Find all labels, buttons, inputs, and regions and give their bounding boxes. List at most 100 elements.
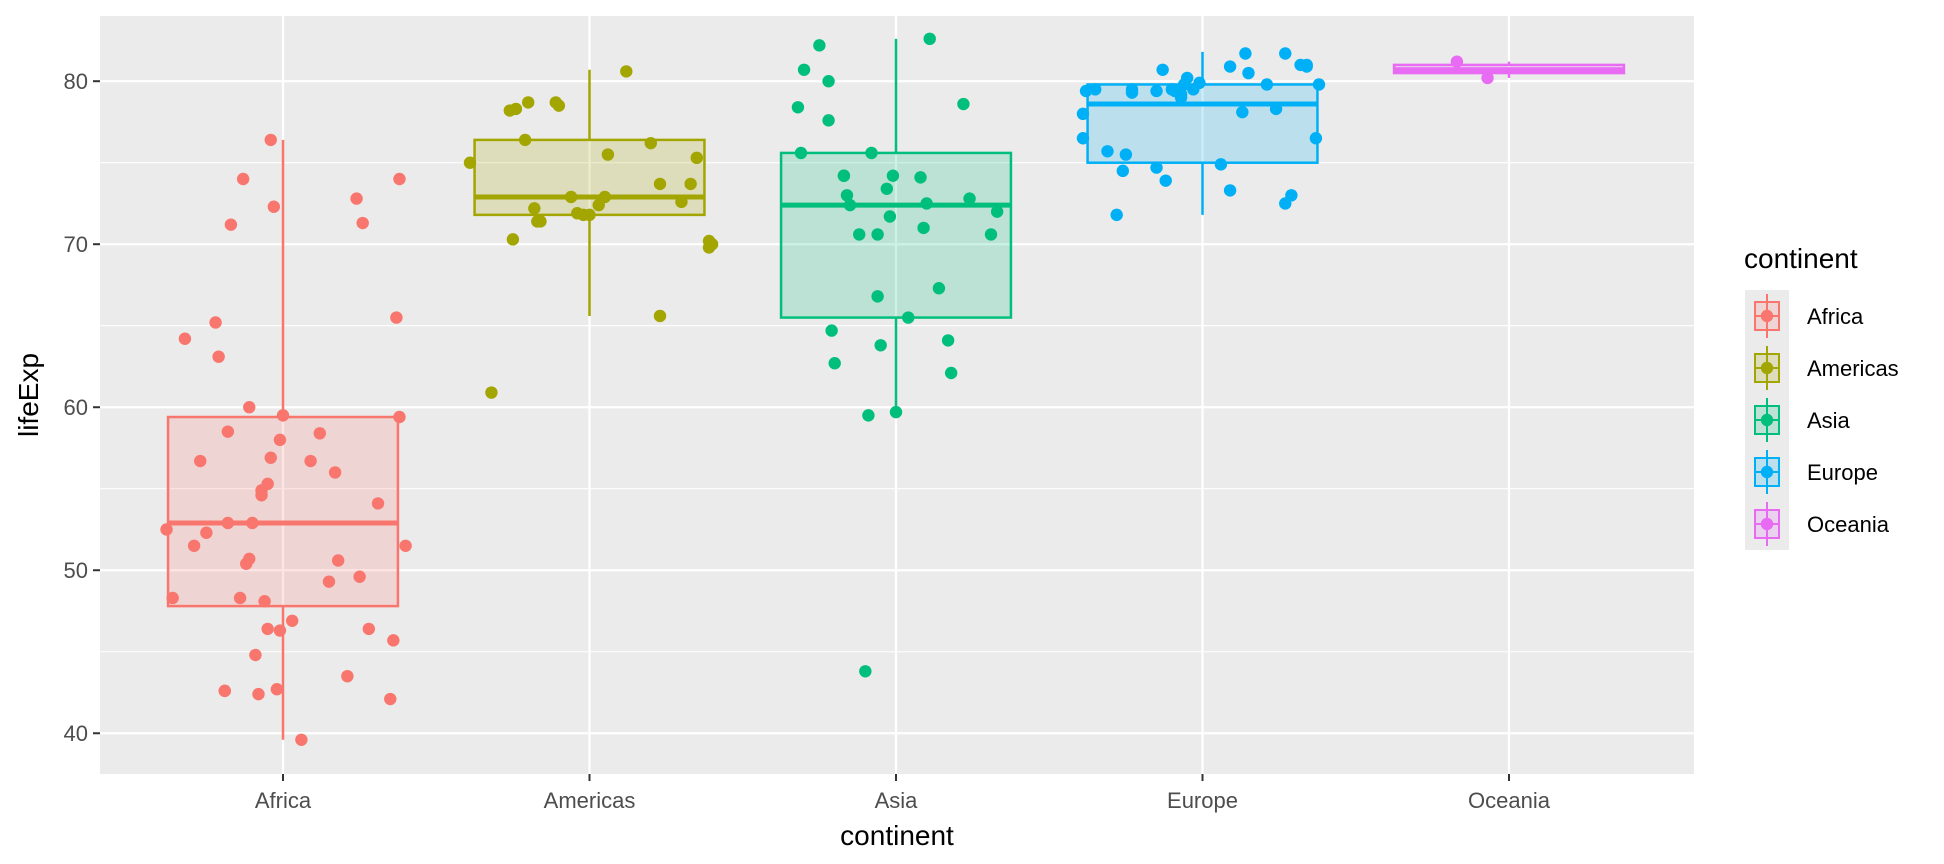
data-point — [1260, 78, 1274, 91]
data-point — [941, 334, 955, 347]
data-point — [1076, 132, 1090, 145]
data-point — [1089, 83, 1102, 96]
data-point — [1239, 47, 1252, 60]
data-point — [1116, 164, 1130, 178]
data-point — [1150, 84, 1163, 98]
data-point — [797, 63, 811, 76]
y-axis: 40 50 60 70 80 — [64, 69, 100, 746]
data-point — [209, 316, 222, 329]
data-point — [243, 401, 256, 414]
data-point — [387, 634, 400, 647]
data-point — [984, 228, 998, 241]
y-tick-label: 50 — [64, 558, 88, 583]
data-point — [653, 177, 667, 191]
data-point — [889, 405, 903, 419]
data-point — [552, 99, 566, 112]
data-point — [886, 169, 900, 182]
data-point — [534, 215, 547, 228]
data-point — [1450, 55, 1464, 68]
data-point — [791, 101, 805, 114]
data-point — [944, 366, 958, 380]
data-point — [653, 309, 667, 323]
data-point — [1076, 107, 1090, 121]
data-point — [246, 516, 259, 530]
legend: continent Africa Americas Asia Europe Oceani… — [1744, 243, 1899, 550]
data-point — [224, 218, 238, 231]
x-tick-label: Europe — [1167, 788, 1238, 813]
data-point — [264, 133, 277, 147]
data-point — [1125, 83, 1139, 96]
data-point — [1079, 84, 1093, 98]
data-point — [1481, 71, 1494, 85]
data-point — [252, 687, 265, 701]
data-point — [267, 200, 281, 213]
data-point — [328, 466, 342, 479]
data-point — [384, 692, 397, 706]
data-point — [221, 516, 235, 530]
data-point — [1285, 189, 1298, 202]
data-point — [620, 65, 633, 78]
data-point — [813, 39, 826, 52]
data-point — [166, 591, 179, 605]
data-point — [341, 669, 354, 683]
data-point — [509, 102, 523, 116]
data-point — [243, 552, 256, 566]
data-point — [914, 171, 927, 184]
data-point — [200, 526, 213, 539]
data-point — [601, 148, 615, 161]
data-point — [178, 332, 192, 345]
data-point — [1269, 102, 1283, 116]
data-point — [273, 624, 287, 637]
data-point — [1312, 78, 1326, 91]
data-point — [1242, 66, 1255, 80]
data-point — [528, 202, 541, 215]
data-point — [160, 523, 173, 536]
y-tick-label: 40 — [64, 721, 88, 746]
data-point — [212, 350, 225, 363]
data-point — [990, 205, 1004, 218]
data-point — [1101, 145, 1114, 158]
data-point — [258, 595, 271, 608]
data-point — [920, 197, 933, 210]
data-point — [353, 570, 366, 583]
data-point — [362, 622, 376, 636]
data-point — [902, 311, 915, 324]
data-point — [675, 195, 688, 209]
data-point — [1110, 208, 1123, 222]
data-point — [1223, 60, 1237, 73]
data-point — [862, 409, 875, 422]
data-point — [187, 539, 201, 552]
data-point — [871, 290, 884, 303]
data-point — [917, 221, 930, 235]
data-point — [871, 228, 884, 241]
data-point — [276, 409, 290, 422]
data-point — [236, 172, 250, 186]
data-point — [273, 433, 287, 447]
data-point — [1119, 148, 1133, 161]
legend-key-point — [1760, 309, 1774, 323]
data-point — [932, 282, 946, 295]
data-point — [249, 648, 262, 662]
data-point — [564, 190, 578, 204]
legend-label: Africa — [1807, 304, 1864, 329]
data-point — [1309, 132, 1323, 145]
data-point — [304, 454, 317, 468]
data-point — [837, 169, 851, 182]
data-point — [295, 733, 308, 746]
data-point — [285, 614, 299, 627]
data-point — [264, 451, 277, 464]
data-point — [583, 208, 596, 222]
data-point — [883, 210, 897, 223]
data-point — [843, 198, 857, 212]
data-point — [393, 410, 406, 424]
data-point — [322, 575, 336, 588]
data-point — [822, 75, 835, 88]
legend-key-point — [1760, 361, 1774, 375]
data-point — [598, 190, 612, 204]
legend-label: Americas — [1807, 356, 1899, 381]
data-point — [825, 324, 838, 337]
legend-keys: Africa Americas Asia Europe Oceania — [1745, 290, 1899, 550]
data-point — [506, 233, 520, 246]
y-tick-label: 80 — [64, 69, 88, 94]
